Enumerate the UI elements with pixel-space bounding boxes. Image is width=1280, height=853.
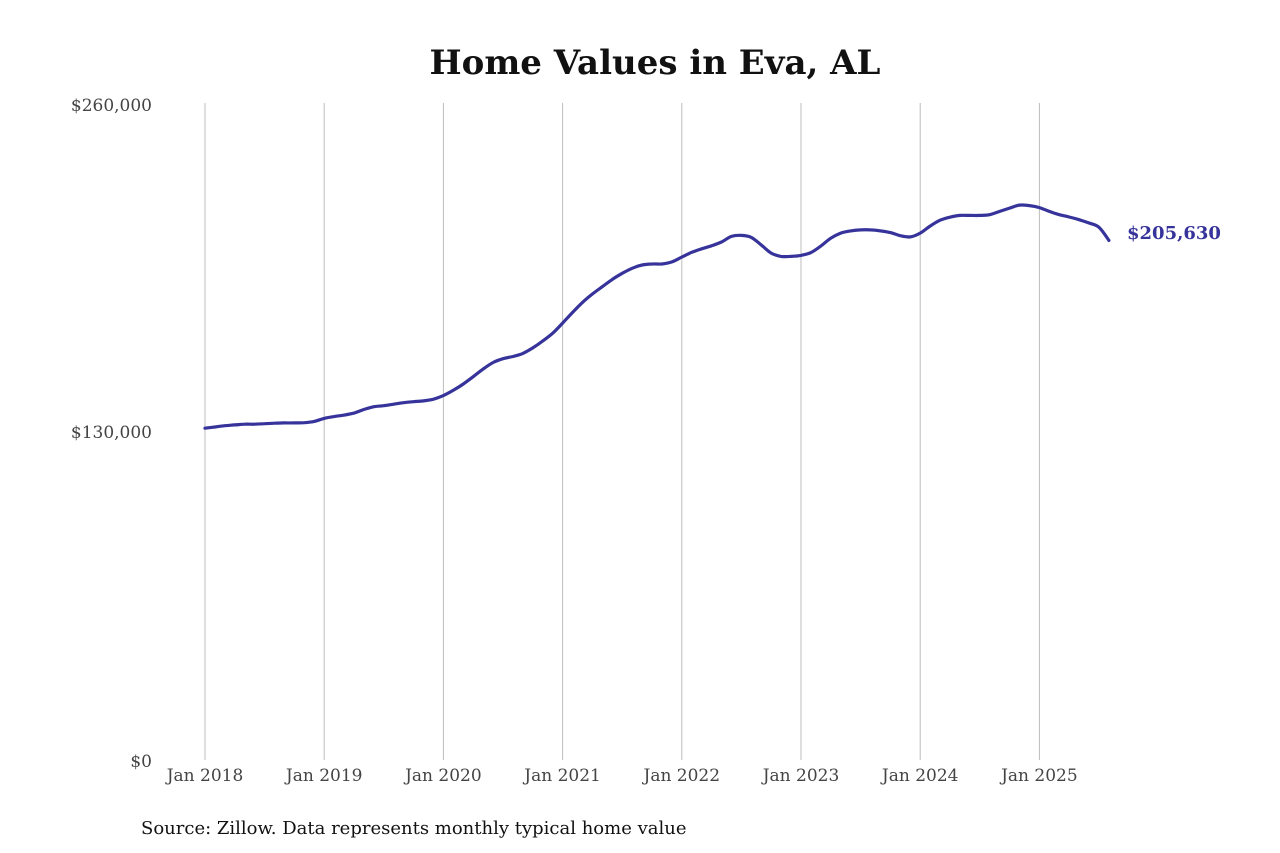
x-tick-label-2024: Jan 2024 (880, 766, 959, 786)
x-tick-label-2022: Jan 2022 (642, 766, 721, 786)
y-axis-tick-labels: $260,000 $130,000 $0 (71, 96, 152, 772)
x-axis-tick-labels: Jan 2018 Jan 2019 Jan 2020 Jan 2021 Jan 2022… (165, 766, 1078, 786)
x-tick-label-2020: Jan 2020 (403, 766, 482, 786)
x-tick-label-2019: Jan 2019 (284, 766, 363, 786)
x-tick-label-2023: Jan 2023 (761, 766, 840, 786)
y-tick-label-middle: $130,000 (71, 423, 152, 443)
y-tick-label-top: $260,000 (71, 96, 152, 116)
vertical-gridlines (204, 103, 1040, 760)
x-tick-label-2025: Jan 2025 (999, 766, 1078, 786)
source-note: Source: Zillow. Data represents monthly … (141, 818, 687, 839)
home-value-series-line (203, 203, 1111, 430)
x-tick-label-2021: Jan 2021 (522, 766, 601, 786)
x-tick-label-2018: Jan 2018 (165, 766, 244, 786)
latest-value-label: $205,630 (1127, 223, 1221, 244)
y-tick-label-bottom: $0 (130, 752, 152, 772)
chart-title: Home Values in Eva, AL (430, 43, 881, 83)
